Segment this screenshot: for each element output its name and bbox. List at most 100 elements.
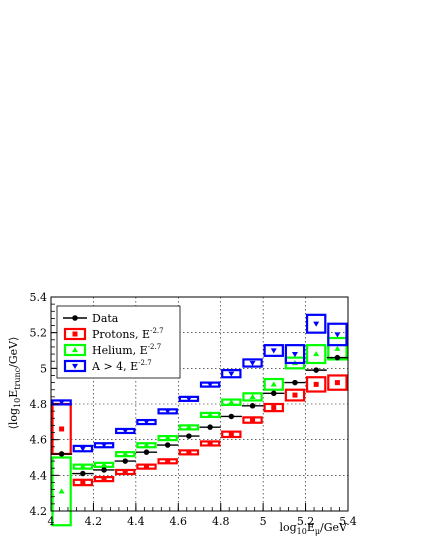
y-axis-label-sub: 10 bbox=[13, 398, 22, 408]
legend-label-main: Protons, E bbox=[92, 328, 150, 341]
data-point bbox=[185, 396, 192, 402]
data-point bbox=[334, 354, 341, 361]
y-axis-label-e: E bbox=[7, 390, 20, 398]
error-box bbox=[284, 344, 306, 365]
series-0 bbox=[51, 354, 348, 477]
x-tick-label: 4.8 bbox=[212, 515, 230, 528]
error-box bbox=[263, 402, 284, 413]
x-tick-label: 4.6 bbox=[170, 515, 188, 528]
legend-marker bbox=[72, 315, 78, 321]
series-layer bbox=[51, 313, 348, 527]
data-point bbox=[313, 321, 320, 327]
x-tick-label: 5.2 bbox=[297, 515, 315, 528]
error-box bbox=[221, 369, 242, 379]
series-3 bbox=[51, 313, 348, 453]
series-2 bbox=[51, 336, 348, 527]
data-point bbox=[143, 442, 150, 448]
data-point bbox=[58, 451, 65, 457]
x-tick-label: 4 bbox=[48, 515, 55, 528]
data-point bbox=[334, 380, 340, 386]
data-point bbox=[313, 367, 319, 373]
data-point bbox=[291, 351, 298, 358]
y-tick-label: 4.6 bbox=[30, 434, 48, 447]
data-point bbox=[59, 426, 65, 432]
data-point bbox=[122, 458, 128, 464]
legend-marker bbox=[72, 363, 78, 369]
error-box bbox=[305, 376, 327, 393]
data-point bbox=[143, 419, 150, 425]
x-axis-label-unit: /GeV bbox=[320, 521, 348, 534]
data-point bbox=[207, 411, 214, 417]
data-point bbox=[270, 348, 277, 354]
data-point bbox=[334, 332, 341, 338]
data-point bbox=[292, 379, 298, 386]
error-box bbox=[51, 456, 72, 527]
error-box bbox=[242, 392, 263, 402]
data-point bbox=[249, 360, 256, 366]
data-point bbox=[271, 390, 277, 397]
data-point bbox=[186, 449, 192, 455]
legend-label-main: A > 4, E bbox=[91, 360, 138, 373]
data-point bbox=[122, 428, 129, 434]
legend-label: Helium, E-2.7 bbox=[92, 343, 161, 357]
legend-label-exponent: -2.7 bbox=[148, 343, 162, 351]
data-point bbox=[313, 381, 319, 387]
y-tick-label: 5.2 bbox=[30, 327, 48, 340]
data-point bbox=[164, 434, 171, 440]
x-tick-label: 4.4 bbox=[127, 515, 145, 528]
data-point bbox=[79, 463, 86, 469]
legend-label-main: Data bbox=[92, 312, 119, 325]
data-point bbox=[101, 467, 107, 473]
x-tick-label: 5 bbox=[260, 515, 267, 528]
data-point bbox=[122, 469, 128, 475]
data-point bbox=[249, 393, 256, 399]
error-box bbox=[305, 313, 327, 334]
error-box bbox=[242, 358, 263, 368]
data-point bbox=[207, 382, 214, 388]
data-point bbox=[101, 461, 108, 467]
ticks-layer: 4 4.2 4.4 4.6 4.8 5 5.2 5.44.24.44.64.855.25.4 bbox=[30, 291, 357, 528]
x-axis-label: log10Eμ/GeV bbox=[279, 521, 348, 536]
x-tick-label: 5.4 bbox=[339, 515, 357, 528]
data-point bbox=[228, 413, 235, 420]
data-point bbox=[79, 446, 86, 452]
error-box bbox=[327, 322, 348, 347]
data-point bbox=[207, 440, 213, 446]
data-point bbox=[58, 488, 65, 494]
legend-label-exponent: -2.7 bbox=[150, 327, 164, 335]
y-tick-label: 5 bbox=[40, 362, 47, 375]
data-point bbox=[250, 417, 256, 423]
data-point bbox=[80, 479, 86, 485]
data-point bbox=[80, 470, 86, 477]
data-point bbox=[165, 458, 171, 464]
data-point bbox=[164, 442, 171, 448]
data-point bbox=[249, 403, 256, 409]
error-box bbox=[263, 344, 284, 357]
legend-label-main: Helium, E bbox=[92, 344, 148, 357]
x-axis-label-sub: 10 bbox=[297, 527, 307, 536]
data-point bbox=[228, 399, 235, 405]
data-point bbox=[186, 433, 192, 439]
series-1 bbox=[51, 374, 348, 487]
error-box bbox=[242, 416, 263, 424]
data-point bbox=[334, 345, 341, 351]
legend-symbol-box bbox=[63, 327, 87, 341]
data-point bbox=[164, 409, 171, 415]
legend-label: A > 4, E-2.7 bbox=[91, 359, 152, 373]
x-tick-label: 4.2 bbox=[85, 515, 103, 528]
legend-marker bbox=[72, 347, 78, 353]
error-box bbox=[263, 377, 284, 391]
x-axis-label-e: E bbox=[307, 521, 315, 534]
error-box bbox=[221, 430, 242, 439]
data-point bbox=[122, 450, 129, 457]
error-box bbox=[72, 478, 94, 487]
data-point bbox=[207, 424, 213, 430]
data-point bbox=[270, 381, 277, 387]
legend-label: Protons, E-2.7 bbox=[92, 327, 164, 341]
data-point bbox=[185, 424, 192, 430]
data-point bbox=[143, 463, 149, 469]
data-point bbox=[143, 449, 150, 455]
legend-marker bbox=[72, 331, 78, 337]
